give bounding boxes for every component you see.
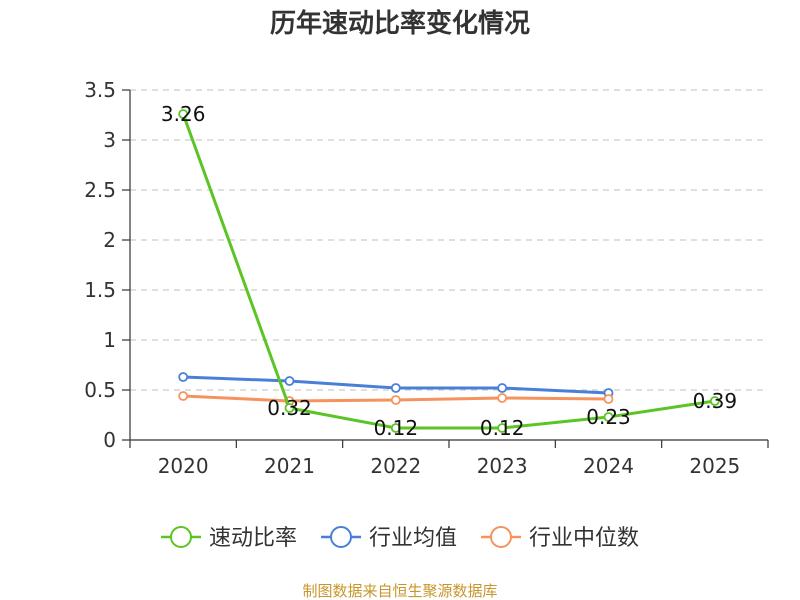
x-tick-label: 2022 [370,454,421,478]
tick-labels: 0 0.5 1 1.5 2 2.5 3 3.5 2020 2021 2022 2023 2024 2025 [84,78,740,478]
data-point [497,393,508,403]
data-labels: 3.26 0.32 0.12 0.12 0.23 0.39 [161,102,737,440]
data-label: 0.23 [586,405,631,429]
legend-marker [490,526,512,548]
data-point [497,423,508,433]
legend-item-2[interactable]: 行业均值 [321,526,457,551]
axes [122,89,769,448]
data-label: 0.12 [374,416,419,440]
legend[interactable]: 速动比率 行业均值 行业中位数 [161,526,639,551]
gridlines [130,89,768,391]
y-tick-label: 1 [103,328,116,352]
data-point [390,423,401,433]
legend-marker [170,526,192,548]
data-point [390,383,401,393]
y-tick-label: 0.5 [84,378,116,402]
legend-item-3[interactable]: 行业中位数 [481,526,639,551]
source-note: 制图数据来自恒生聚源数据库 [302,582,497,600]
data-label: 0.32 [267,396,312,420]
data-label: 3.26 [161,102,206,126]
data-point [603,394,614,404]
data-point [178,391,189,401]
data-point [178,109,189,119]
legend-label: 速动比率 [209,526,297,551]
y-tick-label: 2 [103,228,116,252]
y-tick-label: 3 [103,128,116,152]
data-label: 0.12 [480,416,525,440]
data-point [284,403,295,413]
x-tick-label: 2021 [264,454,315,478]
x-tick-label: 2025 [689,454,740,478]
y-tick-label: 0 [103,428,116,452]
data-point [284,376,295,386]
y-tick-label: 1.5 [84,278,116,302]
data-point [178,372,189,382]
data-point [497,383,508,393]
chart-title: 历年速动比率变化情况 [270,8,530,39]
x-tick-label: 2020 [158,454,209,478]
data-point [390,395,401,405]
legend-label: 行业均值 [369,526,457,551]
series-group [178,109,720,433]
x-tick-label: 2024 [583,454,634,478]
legend-marker [330,526,352,548]
y-tick-label: 2.5 [84,178,116,202]
data-point [603,412,614,422]
x-tick-label: 2023 [477,454,528,478]
y-tick-label: 3.5 [84,78,116,102]
data-label: 0.39 [693,389,738,413]
legend-item-1[interactable]: 速动比率 [161,526,297,551]
data-point [709,396,720,406]
legend-label: 行业中位数 [529,526,639,551]
series-line-1 [181,113,716,430]
